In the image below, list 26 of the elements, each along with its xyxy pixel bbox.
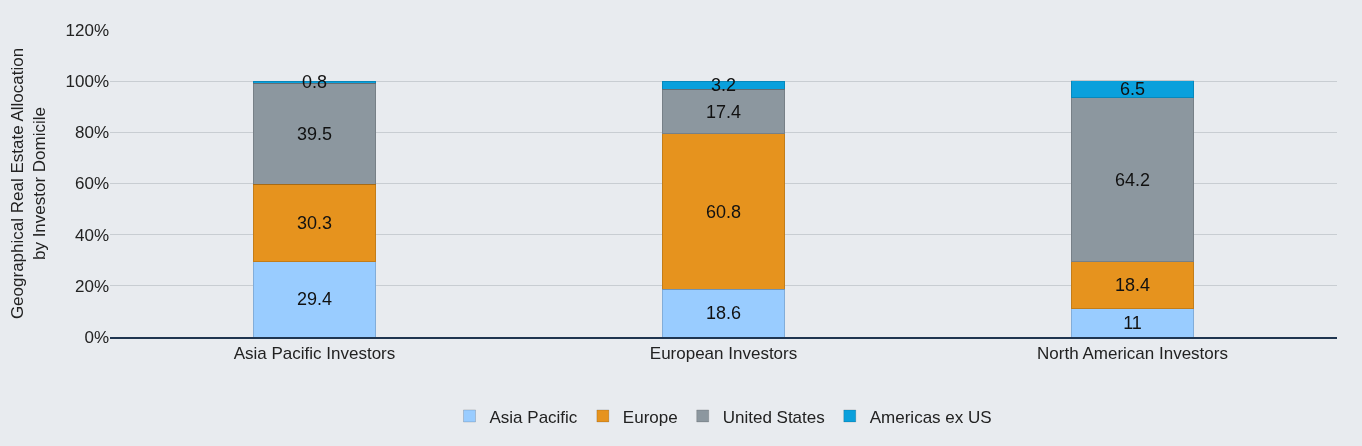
y-tick-label: 40% [74,225,109,245]
data-label: 17.4 [705,101,742,122]
y-tick-label: 100% [65,72,109,92]
y-tick-label: 0% [84,327,109,347]
data-label: 18.6 [705,303,742,324]
data-label: 39.5 [296,123,333,144]
data-label: 60.8 [705,201,742,222]
y-tick-label: 120% [65,20,109,40]
data-label: 11 [1123,312,1142,333]
data-label: 30.3 [296,213,333,234]
x-tick-label: Asia Pacific Investors [233,344,396,364]
legend-label: Europe [622,407,678,427]
legend-label: Asia Pacific [489,407,578,427]
y-tick-label: 60% [74,174,109,194]
legend-label: United States [722,407,825,427]
data-label: 0.8 [301,72,328,93]
data-label: 29.4 [296,289,333,310]
y-tick-label: 20% [74,276,109,296]
y-tick-label: 80% [74,123,109,143]
y-axis-title: Geographical Real Estate Allocation by Investor Domicile [7,47,50,320]
legend-label: Americas ex US [869,407,992,427]
x-tick-label: North American Investors [1037,344,1228,364]
data-label: 64.2 [1114,169,1151,190]
data-label: 18.4 [1114,275,1151,296]
x-tick-label: European Investors [649,344,798,364]
data-label: 6.5 [1119,79,1146,100]
